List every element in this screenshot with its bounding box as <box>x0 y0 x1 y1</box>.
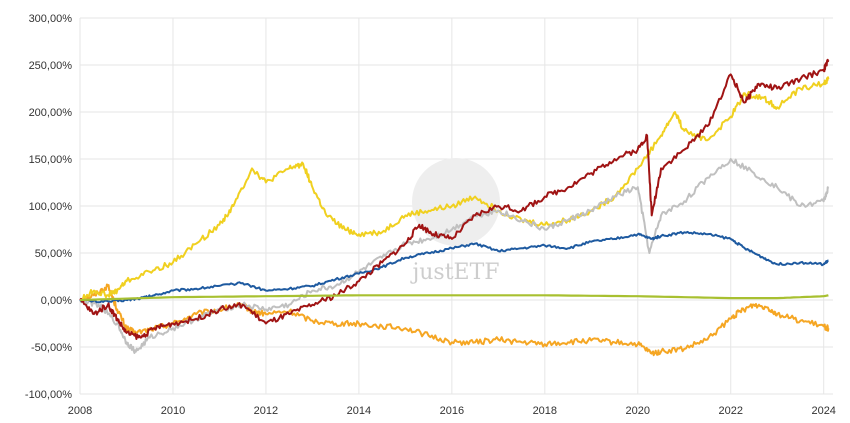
x-tick-label: 2020 <box>626 405 650 417</box>
y-tick-label: 100,00% <box>29 201 73 213</box>
x-tick-label: 2024 <box>811 405 835 417</box>
x-tick-label: 2014 <box>347 405 371 417</box>
y-tick-label: 200,00% <box>29 107 73 119</box>
y-axis-tick-labels: 300,00% 250,00% 200,00% 150,00% 100,00% 50,00… <box>25 13 72 401</box>
y-tick-label: 150,00% <box>29 154 73 166</box>
series-line-3 <box>79 158 830 354</box>
series-line-4 <box>79 230 829 304</box>
x-tick-label: 2018 <box>533 405 557 417</box>
watermark-logo: justETF <box>409 158 500 285</box>
series-line-5 <box>79 58 830 340</box>
x-tick-label: 2012 <box>254 405 278 417</box>
x-axis-tick-labels: 2008 2010 2012 2014 2016 2018 2020 2022 2024 <box>68 405 836 417</box>
series-lines <box>79 58 830 357</box>
y-tick-label: 0,00% <box>41 295 72 307</box>
y-tick-label: -100,00% <box>25 389 72 401</box>
y-tick-label: -50,00% <box>31 342 72 354</box>
x-tick-label: 2022 <box>718 405 742 417</box>
x-tick-label: 2008 <box>68 405 92 417</box>
x-tick-label: 2010 <box>161 405 185 417</box>
series-line-6 <box>79 294 830 302</box>
y-tick-label: 50,00% <box>35 248 73 260</box>
watermark-circle <box>412 158 500 246</box>
y-tick-label: 250,00% <box>29 60 73 72</box>
watermark-text: justETF <box>409 260 499 285</box>
series-line-1 <box>79 283 830 357</box>
y-tick-label: 300,00% <box>29 13 73 25</box>
series-line-2 <box>79 76 830 302</box>
x-tick-label: 2016 <box>440 405 464 417</box>
